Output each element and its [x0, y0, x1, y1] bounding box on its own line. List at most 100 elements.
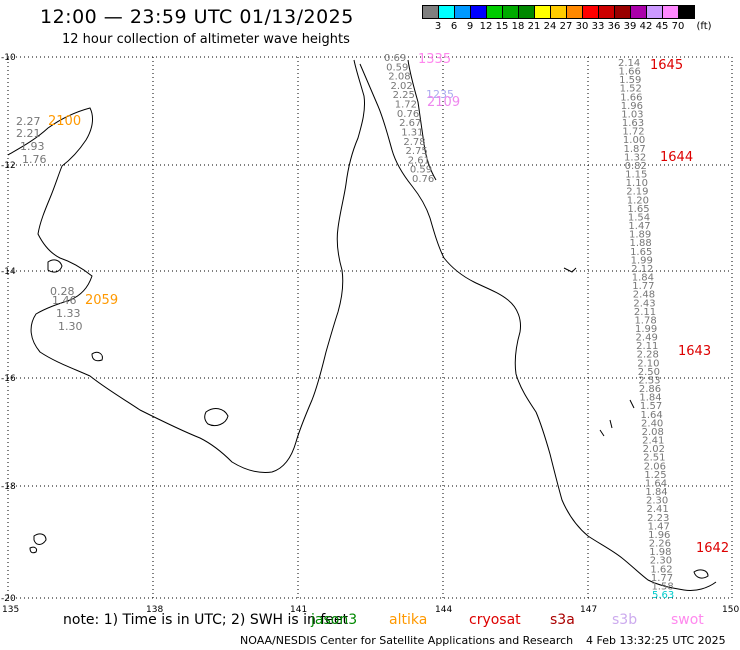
coast-northern-territory [7, 59, 365, 473]
swh-value: 2.25 [393, 90, 415, 101]
swh-value: 1.78 [634, 315, 656, 326]
coast-reef-2 [563, 267, 577, 273]
colorbar-label: 39 [623, 21, 637, 32]
colorbar-label: 30 [575, 21, 589, 32]
swh-value: 2.02 [643, 444, 665, 455]
track-time-label: 2109 [427, 95, 460, 110]
swh-value: 1.84 [645, 487, 667, 498]
swh-value: 1.66 [620, 92, 642, 103]
swh-value: 1.30 [58, 320, 83, 333]
swh-value: 2.40 [641, 418, 663, 429]
colorbar-swatch [678, 5, 695, 19]
swh-value: 2.86 [639, 384, 661, 395]
colorbar-label: 9 [466, 21, 474, 32]
lon-label: 141 [290, 605, 307, 615]
lat-label: -12 [1, 161, 16, 171]
swh-value: 1.63 [622, 118, 644, 129]
swh-value: 1.98 [649, 547, 671, 558]
credit-line: NOAA/NESDIS Center for Satellite Applica… [240, 634, 574, 647]
swh-value: 2.02 [390, 81, 412, 92]
map-title: 12:00 — 23:59 UTC 01/13/2025 [40, 6, 354, 28]
swh-value: 1.77 [632, 281, 654, 292]
swh-value: 0.28 [50, 285, 75, 298]
lon-label: 138 [146, 605, 163, 615]
swh-value: 1.87 [623, 144, 645, 155]
lat-label: -14 [1, 267, 16, 277]
coast-island-small-3 [91, 351, 103, 362]
swh-value: 1.31 [401, 127, 423, 138]
swh-value: 1.66 [619, 67, 641, 78]
track-time-label: 2059 [85, 293, 118, 308]
coast-island-small-2 [29, 546, 37, 554]
footer-note: note: 1) Time is in UTC; 2) SWH is in fe… [63, 612, 349, 628]
satellite-legend-altika: altika [389, 612, 428, 628]
coast-island-whitsunday [693, 569, 709, 579]
colorbar-label: 70 [671, 21, 685, 32]
swh-value: 2.53 [638, 375, 660, 386]
swh-value: 1.20 [627, 195, 649, 206]
swh-value: 2.75 [406, 146, 428, 157]
swh-value: 1.62 [650, 564, 672, 575]
swh-value: 2.41 [647, 504, 669, 515]
satellite-legend-cryosat: cryosat [469, 612, 521, 628]
altimeter-tracks: 2.272.211.931.76 2100 0.281.461.331.302059… [16, 52, 729, 601]
coast-reef-1 [599, 399, 635, 437]
swh-value: 2.41 [642, 436, 664, 447]
swh-value: 1.47 [648, 521, 670, 532]
swh-value: 1.96 [621, 101, 643, 112]
swh-value: 1.93 [20, 140, 45, 153]
swh-value: 2.26 [649, 539, 671, 550]
lat-label: -16 [1, 374, 16, 384]
swh-value: 1.03 [621, 109, 643, 120]
lon-label: 144 [435, 605, 452, 615]
swh-value: 2.21 [16, 127, 41, 140]
swh-value: 2.08 [642, 427, 664, 438]
coast-island-small-1 [33, 533, 47, 545]
swh-value: 1.00 [623, 135, 645, 146]
swh-value: 2.08 [388, 72, 410, 83]
swh-value: 2.28 [637, 350, 659, 361]
satellite-legend-s3a: s3a [550, 612, 575, 628]
wave-height-colorbar [422, 5, 695, 19]
swh-value: 2.67 [399, 118, 421, 129]
swh-value: 1.99 [631, 255, 653, 266]
colorbar-label: 12 [479, 21, 493, 32]
swh-value: 1.25 [644, 470, 666, 481]
coast-island-groote [204, 408, 229, 427]
swh-value: 2.48 [633, 290, 655, 301]
swh-value: 2.51 [643, 453, 665, 464]
swh-value: 0.76 [397, 109, 419, 120]
swh-value: 0.59 [410, 165, 432, 176]
swh-value: 1.76 [22, 153, 47, 166]
track-time-label: 2100 [48, 114, 81, 129]
swh-value: 1.32 [624, 152, 646, 163]
swh-value: 1.15 [625, 170, 647, 181]
swh-value: 1.96 [648, 530, 670, 541]
swh-value: 1.72 [395, 100, 417, 111]
swh-value: 1.59 [619, 75, 641, 86]
colorbar-label: 27 [559, 21, 573, 32]
swh-value: 1.54 [628, 212, 650, 223]
swh-value: 1.64 [640, 410, 662, 421]
satellite-legend-s3b: s3b [612, 612, 638, 628]
track-time-label: 1645 [650, 58, 683, 73]
swh-value: 2.11 [634, 307, 656, 318]
lat-lon-grid [7, 56, 733, 599]
generation-timestamp: 4 Feb 13:32:25 UTC 2025 [586, 634, 726, 647]
colorbar-label: 24 [543, 21, 557, 32]
swh-value: 2.43 [633, 298, 655, 309]
colorbar-label: 6 [450, 21, 458, 32]
swh-value: 1.57 [640, 401, 662, 412]
colorbar-label: 36 [607, 21, 621, 32]
colorbar-label: 33 [591, 21, 605, 32]
satellite-legend-swot: swot [671, 612, 704, 628]
swh-value: 2.78 [403, 137, 425, 148]
swh-value: 1.99 [635, 324, 657, 335]
swh-value: 1.52 [620, 84, 642, 95]
swh-value: 5.63 [652, 590, 674, 601]
swh-value: 1.84 [639, 393, 661, 404]
swh-value: 2.10 [637, 358, 659, 369]
lon-label: 135 [2, 605, 19, 615]
swh-value: 2.11 [636, 341, 658, 352]
